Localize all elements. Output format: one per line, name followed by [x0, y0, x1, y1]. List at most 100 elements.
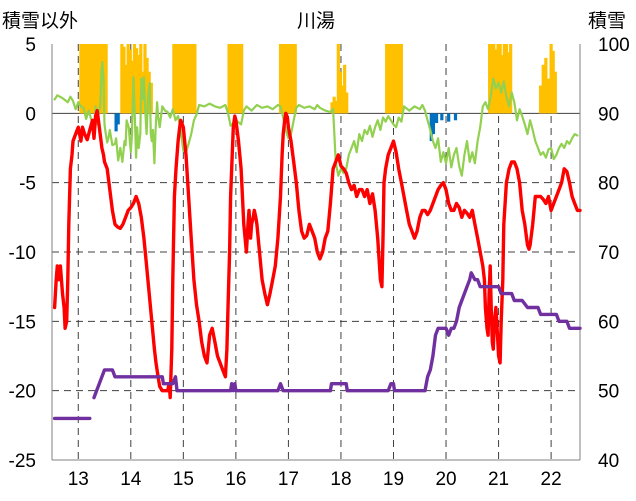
y-right-tick-label: 80 — [598, 174, 619, 195]
sunshine-bar — [387, 44, 391, 114]
sunshine-bar — [124, 64, 128, 114]
sunshine-bar — [85, 44, 89, 114]
sunshine-bar — [343, 64, 347, 114]
x-tick-label: 15 — [173, 469, 194, 490]
humidity-line — [53, 60, 579, 177]
sunshine-bar — [336, 44, 340, 114]
sunshine-bar — [278, 44, 283, 114]
sunshine-bar — [285, 44, 289, 114]
sunshine-bar — [395, 44, 399, 114]
sunshine-bar — [283, 44, 287, 114]
sunshine-bar — [104, 44, 108, 114]
sunshine-bar — [502, 44, 506, 114]
sunshine-bar — [391, 44, 395, 114]
left-axis-label: 積雪以外 — [2, 11, 79, 32]
x-tick-label: 22 — [541, 469, 562, 490]
x-tick-label: 16 — [225, 469, 246, 490]
sunshine-bar — [281, 44, 285, 114]
sunshine-bar — [98, 44, 102, 114]
y-right-tick-label: 60 — [598, 312, 619, 333]
sunshine-bar — [553, 71, 557, 114]
right-axis-label: 積雪 — [588, 11, 627, 32]
sunshine-bar — [128, 49, 132, 114]
sunshine-bar — [89, 44, 94, 114]
sunshine-bar — [541, 64, 545, 114]
sunshine-bar — [287, 44, 291, 114]
y-left-tick-label: 5 — [25, 35, 36, 56]
x-tick-label: 13 — [68, 469, 89, 490]
sunshine-bar — [549, 44, 553, 114]
sunshine-bar — [184, 44, 189, 114]
sunshine-bar — [504, 44, 509, 114]
sunshine-bar — [180, 44, 184, 114]
sunshine-bar — [397, 44, 401, 114]
x-tick-label: 18 — [330, 469, 351, 490]
sunshine-bar — [399, 44, 403, 114]
sunshine-bar — [229, 44, 233, 114]
sunshine-bar — [338, 71, 343, 114]
sunshine-bar — [538, 85, 543, 114]
sunshine-bar — [145, 57, 149, 114]
sunshine-bar — [94, 44, 98, 114]
sunshine-bar — [293, 44, 297, 114]
sunshine-bar — [193, 44, 197, 114]
y-left-tick-label: -15 — [9, 312, 36, 333]
sunshine-bar — [137, 55, 141, 114]
precipitation-bar — [447, 113, 451, 122]
sunshine-bar — [237, 44, 242, 114]
precipitation-bar — [431, 113, 436, 135]
sunshine-bar — [498, 44, 502, 114]
x-tick-label: 14 — [120, 469, 142, 490]
sunshine-bar — [235, 44, 240, 114]
y-left-tick-label: -10 — [9, 243, 36, 264]
y-left-tick-label: -20 — [9, 382, 36, 403]
sunshine-bar — [174, 44, 178, 114]
sunshine-bar — [149, 82, 153, 114]
precipitation-bar — [116, 113, 120, 125]
sunshine-bar — [96, 44, 100, 114]
precipitation-bar — [114, 113, 118, 132]
y-right-tick-label: 50 — [598, 382, 619, 403]
sunshine-bar — [494, 49, 498, 114]
sunshine-bar — [134, 48, 139, 114]
sunshine-bar — [172, 44, 176, 114]
precipitation-bar — [453, 113, 458, 121]
sunshine-bar — [544, 57, 548, 114]
sunshine-bar — [191, 44, 195, 114]
sunshine-bar — [488, 44, 492, 114]
sunshine-bar — [189, 44, 193, 114]
sunshine-bar — [385, 44, 389, 114]
sunshine-bar — [546, 78, 551, 114]
y-left-tick-label: -25 — [9, 451, 36, 472]
sunshine-bar — [233, 44, 237, 114]
y-right-tick-label: 90 — [598, 104, 619, 125]
sunshine-bar — [178, 44, 182, 114]
sunshine-bar — [389, 44, 393, 114]
sunshine-bar — [289, 44, 293, 114]
sunshine-bar — [490, 44, 494, 114]
sunshine-bar — [87, 44, 91, 114]
sunshine-bar — [506, 52, 511, 114]
precipitation-bar — [434, 113, 439, 124]
x-tick-label: 17 — [278, 469, 299, 490]
sunshine-bar — [126, 44, 130, 114]
sunshine-bar — [345, 92, 349, 114]
x-tick-label: 21 — [488, 469, 509, 490]
sunshine-bar — [551, 50, 555, 114]
sunshine-bar — [91, 44, 96, 114]
sunshine-bar — [340, 85, 345, 114]
sunshine-bar — [330, 102, 334, 114]
sunshine-bar — [81, 44, 85, 114]
x-tick-label: 19 — [383, 469, 404, 490]
sunshine-bar — [393, 44, 397, 114]
sunshine-bar — [240, 44, 244, 114]
sunshine-bar — [231, 44, 235, 114]
sunshine-bar — [79, 44, 83, 114]
y-right-tick-label: 70 — [598, 243, 619, 264]
sunshine-bar — [83, 44, 87, 114]
sunshine-bar — [496, 44, 500, 114]
x-tick-label: 20 — [435, 469, 456, 490]
chart-title: 川湯 — [297, 11, 336, 32]
sunshine-bar — [227, 44, 231, 114]
sunshine-bar — [122, 46, 126, 114]
